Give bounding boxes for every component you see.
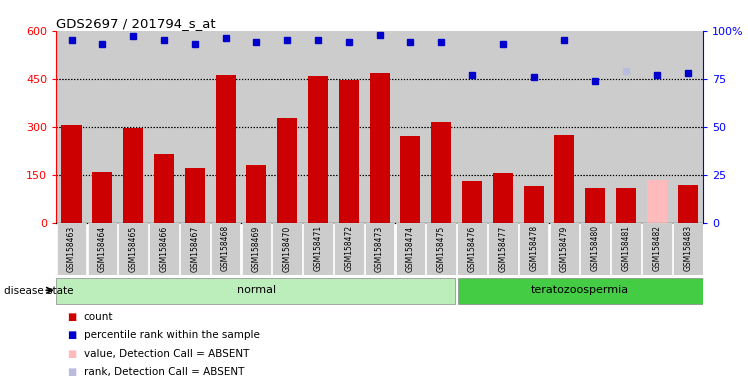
Bar (215, 75, 236, 223)
Bar (580, 31, 610, 223)
FancyBboxPatch shape (365, 223, 394, 275)
Bar (493, 173, 513, 223)
Bar (610, 31, 642, 223)
Bar (149, 31, 180, 223)
Text: GSM158482: GSM158482 (652, 225, 661, 271)
Bar (456, 31, 488, 223)
Bar (308, 76, 328, 223)
FancyBboxPatch shape (488, 223, 518, 275)
Bar (87, 31, 117, 223)
Text: rank, Detection Call = ABSENT: rank, Detection Call = ABSENT (84, 367, 244, 377)
Bar (278, 118, 297, 223)
Text: GSM158474: GSM158474 (406, 225, 415, 271)
Text: GSM158467: GSM158467 (190, 225, 199, 271)
Bar (303, 31, 334, 223)
Bar (334, 31, 364, 223)
FancyBboxPatch shape (458, 278, 703, 304)
Text: GSM158475: GSM158475 (437, 225, 446, 271)
Bar (210, 31, 241, 223)
Text: GSM158465: GSM158465 (129, 225, 138, 271)
Bar (462, 181, 482, 223)
FancyBboxPatch shape (303, 223, 333, 275)
Bar (123, 128, 143, 223)
Text: GSM158481: GSM158481 (622, 225, 631, 271)
Bar (488, 31, 518, 223)
FancyBboxPatch shape (88, 223, 117, 275)
Text: GSM158468: GSM158468 (221, 225, 230, 271)
FancyBboxPatch shape (211, 223, 240, 275)
Text: GSM158471: GSM158471 (313, 225, 322, 271)
Text: teratozoospermia: teratozoospermia (531, 285, 629, 295)
Text: GSM158469: GSM158469 (252, 225, 261, 271)
FancyBboxPatch shape (519, 223, 548, 275)
Bar (524, 186, 544, 223)
Text: GSM158466: GSM158466 (159, 225, 168, 271)
Text: ■: ■ (67, 367, 76, 377)
Bar (647, 180, 667, 223)
FancyBboxPatch shape (642, 223, 672, 275)
Text: normal: normal (237, 285, 276, 295)
Bar (180, 31, 210, 223)
Text: count: count (84, 312, 113, 322)
Text: GSM158478: GSM158478 (529, 225, 538, 271)
Text: GSM158464: GSM158464 (98, 225, 107, 271)
FancyBboxPatch shape (180, 223, 209, 275)
Bar (92, 172, 112, 223)
FancyBboxPatch shape (56, 278, 456, 304)
Bar (431, 122, 451, 223)
Bar (549, 31, 580, 223)
FancyBboxPatch shape (426, 223, 456, 275)
Bar (554, 135, 574, 223)
Bar (61, 125, 82, 223)
FancyBboxPatch shape (457, 223, 487, 275)
FancyBboxPatch shape (611, 223, 641, 275)
FancyBboxPatch shape (57, 223, 86, 275)
Text: GDS2697 / 201794_s_at: GDS2697 / 201794_s_at (56, 17, 215, 30)
Text: percentile rank within the sample: percentile rank within the sample (84, 330, 260, 340)
FancyBboxPatch shape (272, 223, 302, 275)
Bar (518, 31, 549, 223)
Bar (56, 31, 87, 223)
Bar (185, 168, 205, 223)
Bar (678, 185, 698, 223)
Bar (426, 31, 456, 223)
Text: GSM158463: GSM158463 (67, 225, 76, 271)
Text: GSM158472: GSM158472 (344, 225, 353, 271)
Text: GSM158470: GSM158470 (283, 225, 292, 271)
Text: ■: ■ (67, 312, 76, 322)
Bar (364, 31, 395, 223)
Text: GSM158479: GSM158479 (560, 225, 569, 271)
Bar (642, 31, 672, 223)
Bar (241, 31, 272, 223)
Text: ■: ■ (67, 330, 76, 340)
FancyBboxPatch shape (242, 223, 272, 275)
Text: GSM158483: GSM158483 (683, 225, 692, 271)
Bar (370, 73, 390, 223)
Text: disease state: disease state (4, 286, 73, 296)
Bar (339, 80, 359, 223)
FancyBboxPatch shape (149, 223, 179, 275)
Bar (117, 31, 149, 223)
FancyBboxPatch shape (580, 223, 610, 275)
Bar (672, 31, 703, 223)
FancyBboxPatch shape (334, 223, 364, 275)
Bar (400, 136, 420, 223)
Text: GSM158473: GSM158473 (375, 225, 384, 271)
Text: GSM158477: GSM158477 (498, 225, 507, 271)
Text: ■: ■ (67, 349, 76, 359)
Text: GSM158476: GSM158476 (468, 225, 476, 271)
Bar (585, 187, 605, 223)
FancyBboxPatch shape (550, 223, 579, 275)
FancyBboxPatch shape (673, 223, 702, 275)
Bar (395, 31, 426, 223)
Text: GSM158480: GSM158480 (591, 225, 600, 271)
Bar (154, 154, 174, 223)
Bar (246, 165, 266, 223)
FancyBboxPatch shape (118, 223, 148, 275)
Text: value, Detection Call = ABSENT: value, Detection Call = ABSENT (84, 349, 249, 359)
Bar (616, 187, 636, 223)
Bar (272, 31, 303, 223)
FancyBboxPatch shape (396, 223, 425, 275)
